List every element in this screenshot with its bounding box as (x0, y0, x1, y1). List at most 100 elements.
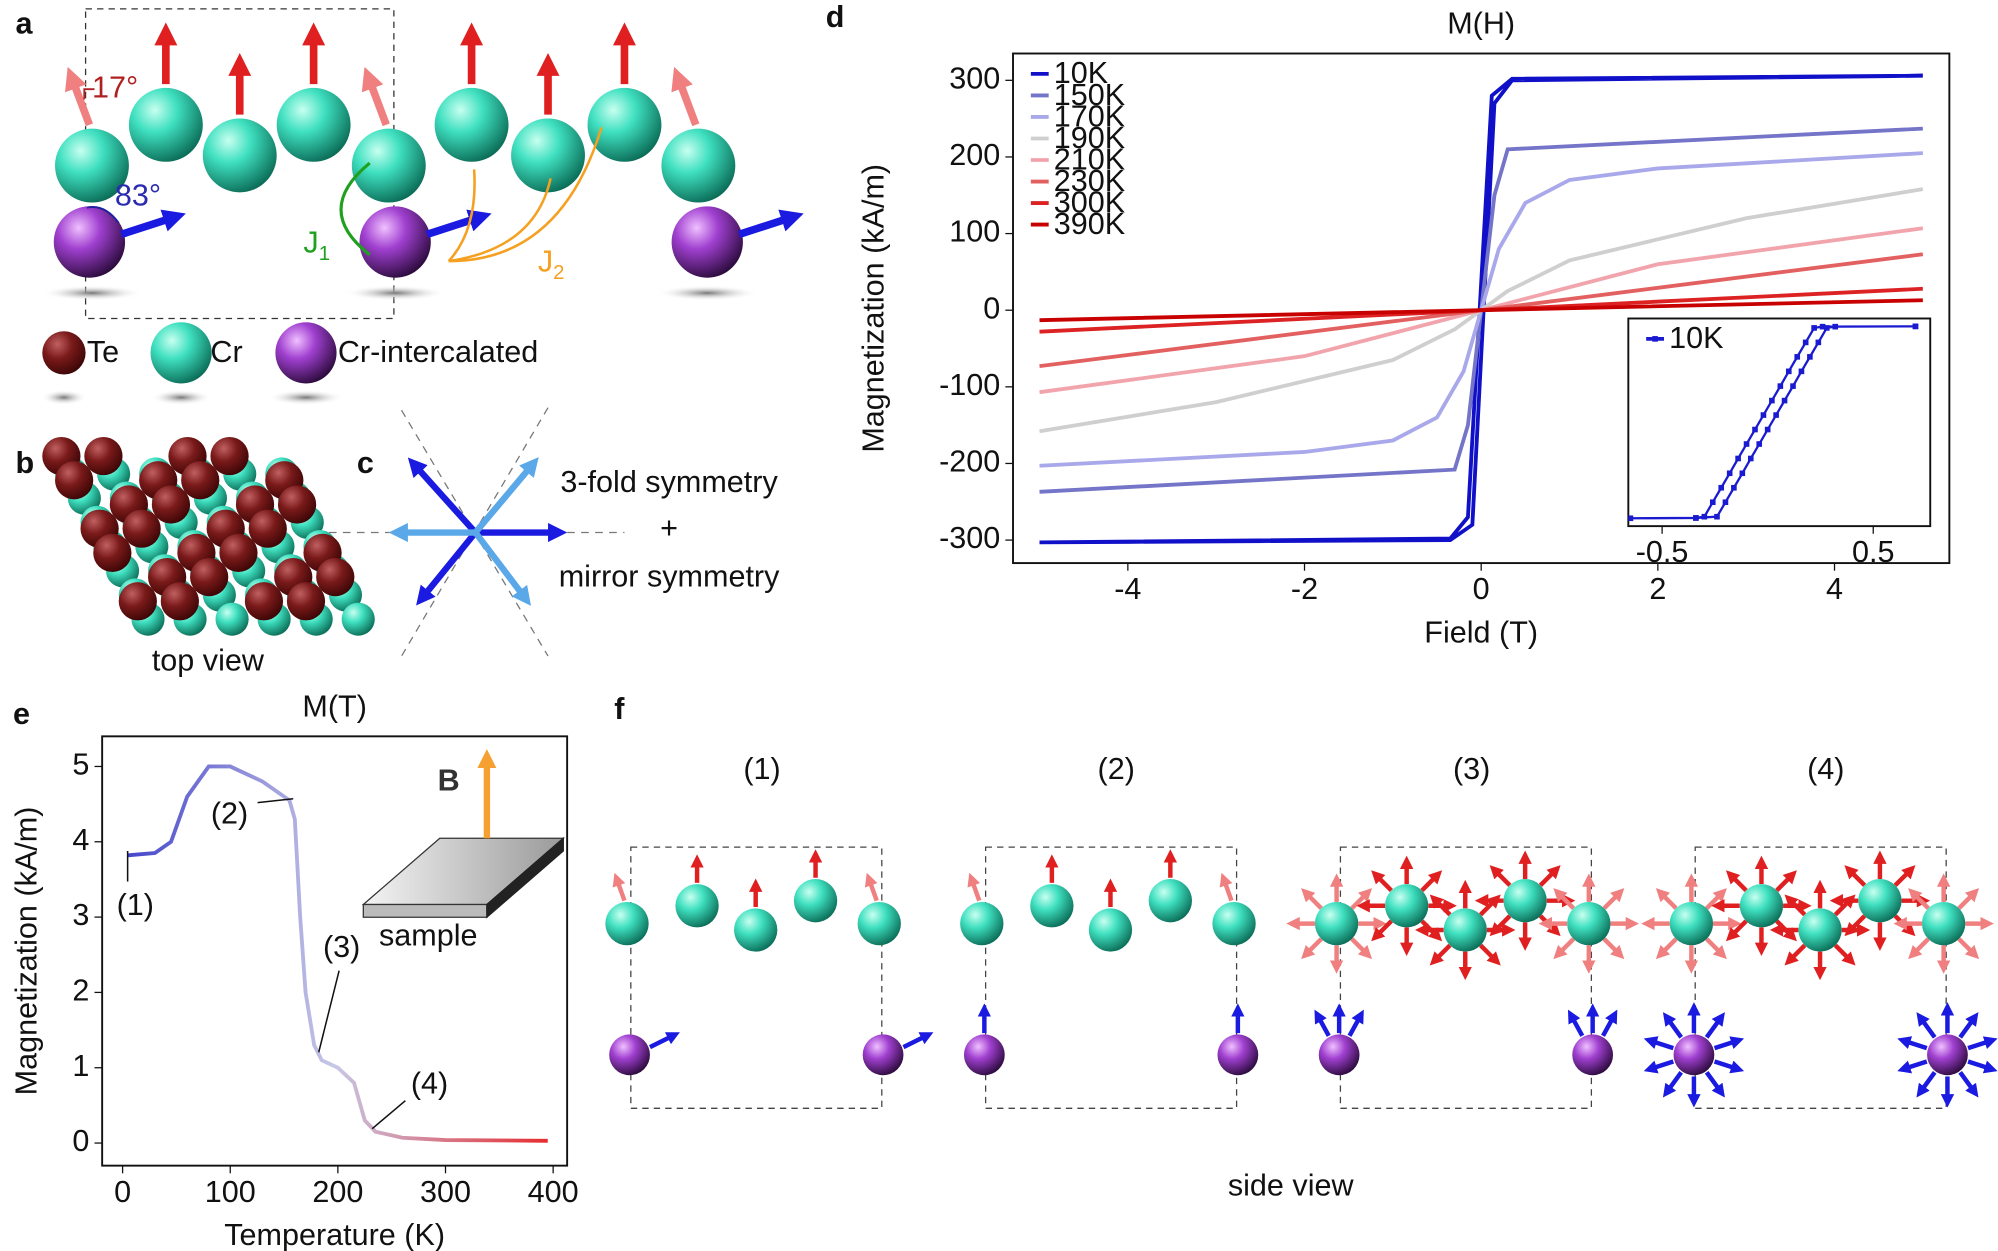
exchange-label: J1 (303, 226, 330, 266)
caption: side view (1228, 1168, 1355, 1202)
cr-atom (1669, 901, 1714, 946)
cr-intercalated-atom (671, 206, 743, 278)
arrow (1662, 1012, 1684, 1039)
data-marker (1747, 455, 1754, 462)
symmetry-text: 3-fold symmetry (560, 465, 778, 499)
arrow (1725, 870, 1748, 893)
panel-label: d (826, 0, 845, 34)
sample-label: sample (379, 919, 478, 953)
te-atom (219, 533, 258, 572)
unit-cell (1694, 846, 1947, 1109)
cr-atom (587, 87, 662, 162)
arrow (425, 209, 492, 239)
te-atom (210, 436, 249, 476)
cr-intercalated-atom (359, 206, 431, 278)
arrow (1833, 943, 1856, 966)
angle-mark (83, 88, 95, 100)
x-tick-label: 100 (205, 1175, 256, 1209)
state-label: (1) (743, 752, 780, 786)
cr-atom (1858, 879, 1902, 923)
series-line (1039, 298, 1923, 323)
arrow (472, 530, 532, 606)
shadow (267, 389, 345, 406)
cr-atom (1921, 901, 1966, 946)
x-tick-label: 2 (1649, 572, 1666, 606)
y-axis-label: Magnetization (kA/m) (857, 164, 891, 453)
cr-atom (857, 901, 901, 946)
cr-atom (1798, 908, 1842, 952)
arrow (1957, 888, 1980, 910)
arrow (737, 209, 804, 239)
arrow (1489, 914, 1512, 937)
cr-atom (351, 128, 426, 203)
arrow (648, 1032, 680, 1050)
te-atom (118, 582, 157, 621)
arrow (1350, 937, 1373, 960)
cr-intercalated-atom (53, 206, 126, 278)
arrow (1893, 865, 1916, 887)
cr-intercalated-atom (862, 1034, 904, 1076)
y-tick-label: -100 (939, 368, 1000, 402)
y-tick-label: -300 (939, 521, 1000, 555)
data-marker (1794, 354, 1801, 360)
arrow (1314, 1009, 1331, 1037)
data-marker (1756, 441, 1763, 447)
x-axis-label: Field (T) (1424, 615, 1538, 649)
cr-intercalated-atom (1572, 1034, 1614, 1076)
cr-intercalated-atom (1673, 1034, 1715, 1076)
arrow (1784, 943, 1807, 966)
plot-area (1627, 317, 1932, 528)
data-marker (1739, 470, 1746, 477)
field-label: B (438, 763, 460, 797)
y-tick-label: 0 (72, 1124, 89, 1158)
panel-label: c (357, 446, 374, 480)
te-atom (93, 533, 132, 572)
cr-atom (215, 602, 249, 636)
annotation-leader (257, 797, 294, 804)
legend-label: Te (87, 335, 119, 369)
x-axis-label: Temperature (K) (224, 1218, 445, 1251)
arrow (1429, 943, 1452, 966)
arrow (1958, 1012, 1979, 1039)
state-label: (3) (1453, 752, 1490, 786)
arrow (902, 1032, 934, 1050)
arrow (1713, 1059, 1745, 1074)
arrow (1478, 943, 1501, 966)
cr-atom (434, 87, 509, 162)
data-marker (1628, 515, 1634, 522)
legend-label: Cr-intercalated (338, 335, 538, 369)
arrow (1602, 937, 1625, 960)
cr-intercalated-atom (1217, 1034, 1259, 1076)
legend-label: 10K (1669, 321, 1724, 355)
series-group (1039, 73, 1924, 545)
te-atom (277, 485, 317, 524)
te-atom (160, 582, 199, 621)
arrow (1301, 937, 1323, 960)
arrow (1655, 937, 1678, 960)
data-marker (1781, 397, 1788, 404)
annotation-leader (371, 1100, 406, 1130)
data-marker (1722, 499, 1729, 506)
shadow (656, 285, 759, 301)
te-atom (55, 461, 94, 500)
arrow (1553, 888, 1576, 910)
y-tick-label: 2 (72, 973, 89, 1007)
annotation: (3) (323, 930, 360, 964)
data-marker (1726, 470, 1733, 477)
y-tick-label: 300 (949, 61, 1000, 95)
arrow (1219, 872, 1234, 902)
y-axis-label: Magnetization (kA/m) (9, 807, 43, 1096)
arrow (1705, 888, 1727, 910)
symmetry-text: mirror symmetry (559, 559, 780, 593)
x-tick-label: 300 (420, 1175, 471, 1209)
chart-title: M(H) (1447, 7, 1515, 41)
data-marker (1701, 513, 1708, 520)
data-marker (1790, 383, 1796, 389)
arrow (1775, 870, 1797, 893)
y-tick-label: 0 (983, 291, 1000, 325)
legend-label: 150K (1054, 78, 1126, 112)
shadow (344, 285, 447, 301)
arrow (1420, 870, 1443, 893)
y-tick-label: 200 (949, 138, 1000, 172)
